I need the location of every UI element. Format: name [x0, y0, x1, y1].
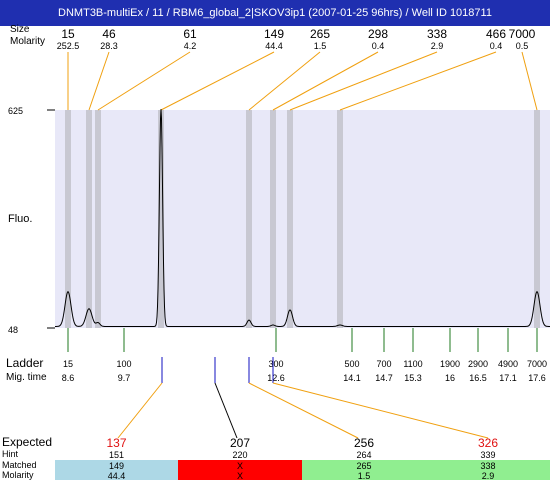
- ladder-row-label: Ladder: [6, 356, 43, 370]
- window-title: DNMT3B-multiEx / 11 / RBM6_global_2|SKOV…: [0, 0, 550, 26]
- matched-row-label: Matched: [2, 460, 37, 470]
- peak-callout-466: [339, 51, 497, 111]
- ladder-migtime-label-4900: 17.1: [499, 373, 517, 383]
- peak-callout-149: [160, 51, 275, 111]
- expected-value-256: 256: [354, 436, 374, 450]
- peak-size-label-149: 149: [264, 27, 284, 41]
- peak-size-label-466: 466: [486, 27, 506, 41]
- peak-band-149: [158, 110, 164, 328]
- expected-value-137: 137: [106, 436, 126, 450]
- ladder-migtime-label-100: 9.7: [118, 373, 131, 383]
- expected-value-207: 207: [230, 436, 250, 450]
- migtime-row-label: Mig. time: [6, 372, 47, 383]
- peak-molarity-label-7000: 0.5: [516, 41, 529, 51]
- molarity-row-label: Molarity: [10, 36, 45, 47]
- expected-callout-326: [272, 382, 489, 439]
- ladder-size-label-1100: 1100: [403, 359, 422, 369]
- ladder-size-label-2900: 2900: [468, 359, 488, 369]
- peak-size-label-265: 265: [310, 27, 330, 41]
- peak-size-label-7000: 7000: [509, 27, 536, 41]
- peak-band-338: [287, 110, 293, 328]
- hint-row-label: Hint: [2, 449, 19, 459]
- peak-callout-7000: [521, 51, 538, 111]
- peak-molarity-label-15: 252.5: [57, 41, 80, 51]
- ladder-size-label-1900: 1900: [440, 359, 460, 369]
- peak-molarity-label-61: 4.2: [184, 41, 197, 51]
- peak-size-label-15: 15: [61, 27, 75, 41]
- expected-callout-207: [214, 382, 238, 439]
- hint-value-137: 151: [109, 450, 124, 460]
- peak-band-7000: [534, 110, 540, 328]
- matched-cell-137: [55, 460, 178, 480]
- ladder-migtime-label-2900: 16.5: [469, 373, 487, 383]
- expected-value-326: 326: [478, 436, 498, 450]
- peak-band-466: [337, 110, 343, 328]
- matched-cell-207: [178, 460, 302, 480]
- hint-value-256: 264: [356, 450, 371, 460]
- matched-cell-326: [426, 460, 550, 480]
- peak-band-61: [95, 110, 101, 328]
- peak-band-265: [246, 110, 252, 328]
- peak-molarity-label-466: 0.4: [490, 41, 503, 51]
- molarity-row-label-bottom: Molarity: [2, 470, 34, 480]
- ladder-migtime-label-1900: 16: [445, 373, 455, 383]
- ladder-migtime-label-15: 8.6: [62, 373, 75, 383]
- peak-molarity-label-338: 2.9: [431, 41, 444, 51]
- ladder-size-label-300: 300: [268, 359, 283, 369]
- peak-molarity-label-46: 28.3: [100, 41, 118, 51]
- peak-size-label-46: 46: [102, 27, 116, 41]
- ladder-migtime-label-500: 14.1: [343, 373, 361, 383]
- ladder-migtime-label-700: 14.7: [375, 373, 393, 383]
- hint-value-326: 339: [480, 450, 495, 460]
- ladder-size-label-500: 500: [344, 359, 359, 369]
- expected-row-label: Expected: [2, 435, 52, 449]
- peak-band-46: [86, 110, 92, 328]
- hint-value-207: 220: [232, 450, 247, 460]
- matched-molarity-137: 44.4: [108, 471, 126, 480]
- peak-size-label-338: 338: [427, 27, 447, 41]
- matched-molarity-326: 2.9: [482, 471, 495, 480]
- y-min-tick-label: 48: [8, 325, 18, 335]
- ladder-size-label-100: 100: [116, 359, 131, 369]
- size-row-label: Size: [10, 24, 30, 35]
- ladder-migtime-label-1100: 15.3: [404, 373, 422, 383]
- expected-callout-137: [117, 382, 163, 439]
- expected-callout-256: [248, 382, 359, 439]
- peak-callout-265: [248, 51, 321, 111]
- peak-callout-61: [97, 51, 191, 111]
- peak-callout-298: [272, 51, 379, 111]
- matched-molarity-207: X: [237, 471, 243, 480]
- peak-callout-46: [88, 51, 110, 111]
- ladder-size-label-7000: 7000: [527, 359, 547, 369]
- peak-size-label-61: 61: [183, 27, 197, 41]
- matched-value-256: 265: [356, 461, 371, 471]
- matched-cell-256: [302, 460, 426, 480]
- ladder-size-label-15: 15: [63, 359, 73, 369]
- peak-band-15: [65, 110, 71, 328]
- ladder-migtime-label-300: 12.6: [267, 373, 285, 383]
- plot-area: [55, 110, 550, 328]
- peak-molarity-label-265: 1.5: [314, 41, 327, 51]
- ladder-size-label-700: 700: [376, 359, 391, 369]
- peak-callout-338: [289, 51, 438, 111]
- y-axis-label: Fluo.: [8, 213, 32, 225]
- peak-size-label-298: 298: [368, 27, 388, 41]
- peak-band-298: [270, 110, 276, 328]
- matched-value-326: 338: [480, 461, 495, 471]
- matched-molarity-256: 1.5: [358, 471, 371, 480]
- ladder-size-label-4900: 4900: [498, 359, 518, 369]
- peak-molarity-label-298: 0.4: [372, 41, 385, 51]
- y-max-tick-label: 625: [8, 106, 23, 116]
- peak-molarity-label-149: 44.4: [265, 41, 283, 51]
- matched-value-137: 149: [109, 461, 124, 471]
- ladder-migtime-label-7000: 17.6: [528, 373, 546, 383]
- matched-value-207: X: [237, 461, 243, 471]
- fluorescence-trace: [55, 109, 550, 327]
